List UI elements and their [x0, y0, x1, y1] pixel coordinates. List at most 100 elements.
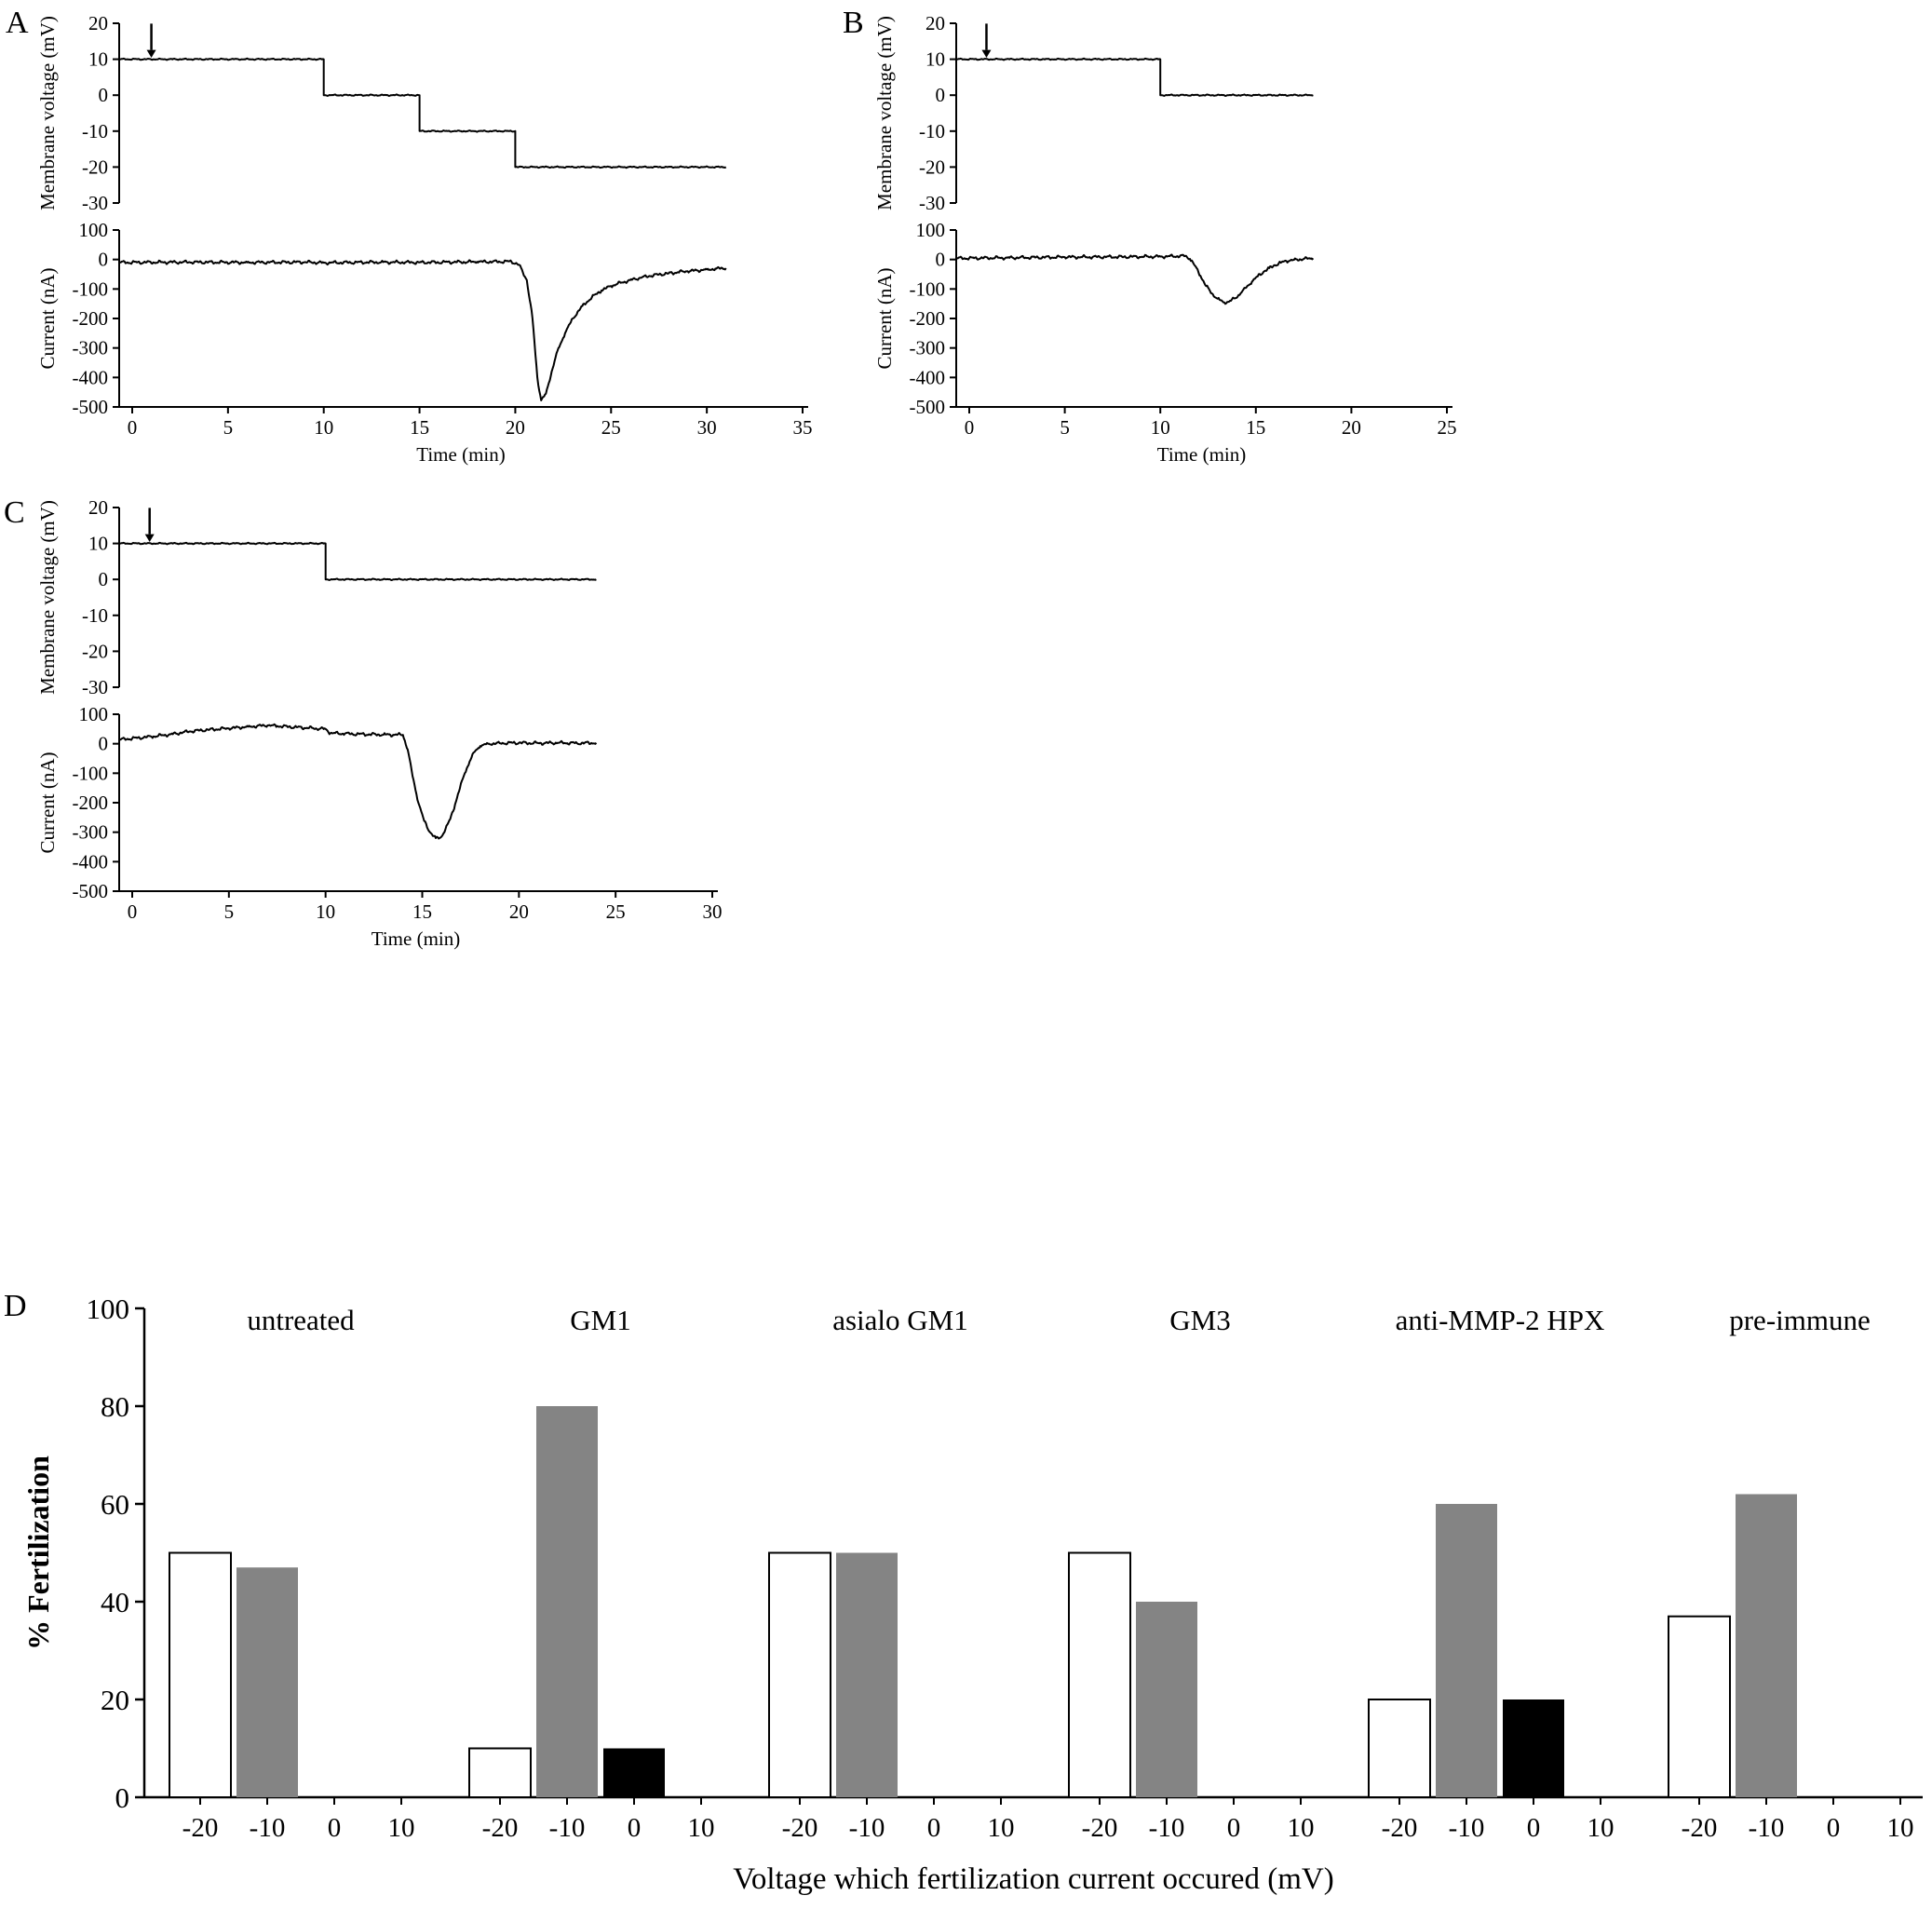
- group-label: GM3: [1169, 1304, 1230, 1336]
- x-tick-label: -20: [182, 1813, 219, 1843]
- y-tick-label: 10: [925, 48, 945, 71]
- bar-black: [603, 1748, 665, 1797]
- y-tick-label: 100: [87, 1293, 130, 1325]
- y-tick-label: -10: [82, 120, 108, 142]
- bar-white: [1668, 1615, 1731, 1798]
- x-tick-label: -10: [849, 1813, 885, 1843]
- y-tick-label: -200: [73, 792, 109, 814]
- x-tick-label: 10: [1587, 1813, 1615, 1843]
- current-axis-label: Current (nA): [36, 267, 59, 369]
- x-tick-label: -10: [1749, 1813, 1785, 1843]
- down-arrow-head-icon: [146, 49, 156, 59]
- y-tick-label: -10: [919, 120, 945, 142]
- x-tick-label: 30: [697, 416, 717, 439]
- group-label: anti-MMP-2 HPX: [1396, 1304, 1605, 1336]
- y-tick-label: -30: [919, 192, 945, 214]
- y-tick-label: -400: [73, 850, 109, 873]
- fertilization-current-trace: [119, 259, 727, 401]
- x-tick-label: -10: [1449, 1813, 1485, 1843]
- current-axis-label: Current (nA): [36, 751, 59, 853]
- x-tick-label: -20: [482, 1813, 519, 1843]
- y-tick-label: 40: [101, 1586, 129, 1618]
- y-tick-label: -400: [73, 366, 109, 388]
- x-tick-label: 10: [316, 900, 335, 923]
- membrane-voltage-trace: [956, 57, 1314, 97]
- x-tick-label: 15: [412, 900, 432, 923]
- y-tick-label: -400: [910, 366, 946, 388]
- x-tick-label: 0: [128, 416, 138, 439]
- x-tick-label: 25: [1438, 416, 1457, 439]
- y-tick-label: -30: [82, 192, 108, 214]
- y-tick-label: -100: [73, 278, 109, 300]
- bar-white: [468, 1747, 532, 1798]
- bar-gray: [1436, 1504, 1497, 1797]
- current-axis-label: Current (nA): [873, 267, 896, 369]
- x-tick-label: 20: [1342, 416, 1361, 439]
- bar-gray: [1136, 1602, 1197, 1797]
- x-tick-label: 20: [506, 416, 525, 439]
- y-tick-label: 20: [88, 496, 108, 519]
- bar-white: [1068, 1551, 1131, 1798]
- bar-white: [1368, 1699, 1431, 1798]
- y-tick-label: -300: [910, 337, 946, 359]
- x-axis-label: Time (min): [416, 443, 505, 466]
- y-tick-label: -100: [910, 278, 946, 300]
- x-tick-label: -20: [1382, 1813, 1418, 1843]
- bar-white: [169, 1551, 232, 1798]
- x-tick-label: 0: [628, 1813, 642, 1843]
- x-tick-label: -10: [549, 1813, 586, 1843]
- down-arrow-head-icon: [144, 534, 155, 543]
- x-tick-label: 10: [1288, 1813, 1315, 1843]
- x-tick-label: 10: [388, 1813, 415, 1843]
- y-tick-label: -10: [82, 604, 108, 627]
- y-tick-label: 80: [101, 1390, 129, 1423]
- y-tick-label: 10: [88, 533, 108, 555]
- x-tick-label: 10: [1151, 416, 1170, 439]
- x-tick-label: -20: [1082, 1813, 1118, 1843]
- y-tick-label: 10: [88, 48, 108, 71]
- y-tick-label: 20: [925, 12, 945, 34]
- panel-b: B 20 10 0 -10 -20 -30 Membrane voltage (mV) 100…: [831, 0, 1474, 480]
- y-tick-label: -100: [73, 762, 109, 784]
- y-tick-label: 20: [88, 12, 108, 34]
- y-tick-label: 0: [99, 733, 109, 755]
- y-tick-label: 0: [115, 1781, 130, 1814]
- x-tick-label: 0: [128, 900, 138, 923]
- y-tick-label: 0: [99, 568, 109, 590]
- x-tick-label: 0: [965, 416, 975, 439]
- fertilization-current-trace: [956, 253, 1315, 305]
- voltage-axis-label: Membrane voltage (mV): [36, 500, 59, 695]
- group-label: pre-immune: [1729, 1304, 1871, 1336]
- x-tick-label: 25: [601, 416, 621, 439]
- membrane-voltage-trace: [119, 541, 597, 581]
- down-arrow-head-icon: [981, 49, 992, 59]
- y-tick-label: 0: [936, 84, 946, 106]
- x-tick-label: 5: [1060, 416, 1070, 439]
- bar-white: [768, 1551, 831, 1798]
- panel-a: A 20 10 0 -10 -20 -30 Membrane voltage (mV) 100…: [0, 0, 829, 480]
- x-tick-label: 20: [509, 900, 529, 923]
- y-axis-label: % Fertilization: [21, 1455, 55, 1650]
- x-tick-label: 15: [410, 416, 429, 439]
- bar-gray: [1736, 1494, 1797, 1797]
- bar-black: [1503, 1699, 1564, 1797]
- panel-label-d: D: [4, 1289, 27, 1323]
- x-tick-label: 10: [688, 1813, 715, 1843]
- y-tick-label: 0: [99, 84, 109, 106]
- y-tick-label: -500: [73, 880, 109, 902]
- y-tick-label: -200: [910, 307, 946, 330]
- y-tick-label: -300: [73, 821, 109, 844]
- x-tick-label: 5: [224, 900, 235, 923]
- y-tick-label: -200: [73, 307, 109, 330]
- y-tick-label: 100: [79, 703, 109, 725]
- x-axis-label: Time (min): [1157, 443, 1246, 466]
- group-label: untreated: [247, 1304, 355, 1336]
- panel-label-c: C: [4, 495, 25, 530]
- x-tick-label: 10: [988, 1813, 1015, 1843]
- y-tick-label: -20: [82, 640, 108, 662]
- panel-c: C 20 10 0 -10 -20 -30 Membrane voltage (mV) 100…: [0, 484, 745, 964]
